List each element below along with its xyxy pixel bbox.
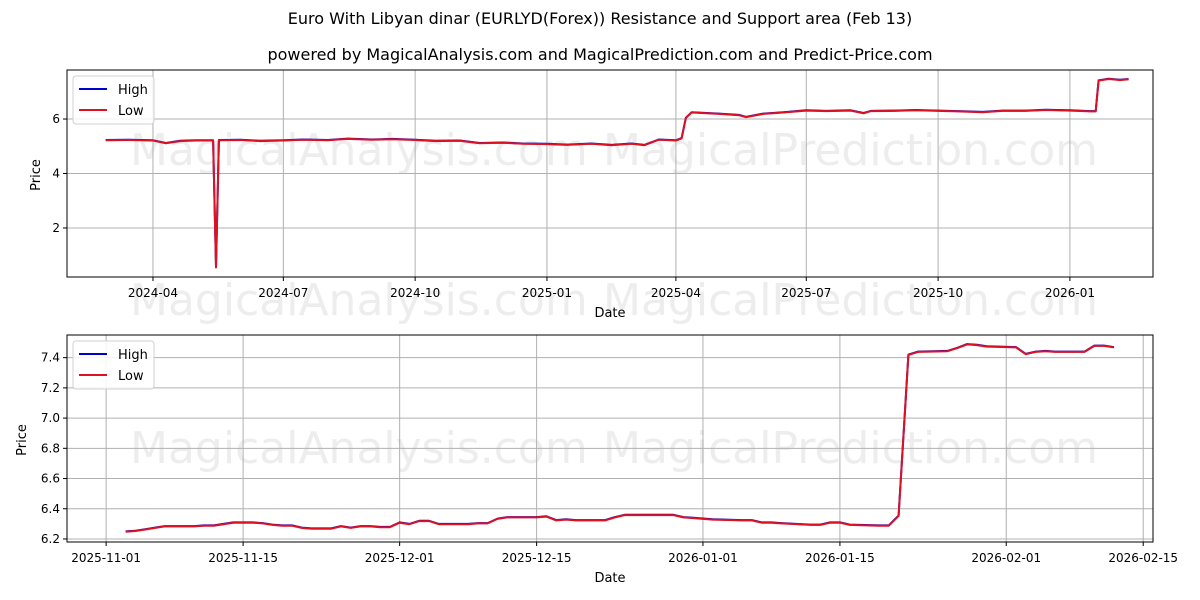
x-tick-label: 2026-02-01 [971,551,1041,565]
legend-low-label: Low [118,104,144,119]
bottom-y-axis-label: Price [15,424,30,456]
y-tick-label: 7.0 [41,411,60,425]
x-tick-label: 2025-07 [781,286,831,300]
x-tick-label: 2025-12-15 [502,551,572,565]
y-tick-label: 6.6 [41,472,60,486]
legend-high-label: High [118,83,148,98]
watermark-prediction: MagicalPrediction.com [603,125,1098,176]
top-x-axis-label: Date [594,306,625,321]
series-line-low [105,78,1129,269]
y-tick-label: 2 [52,221,60,235]
watermark-analysis: MagicalAnalysis.com [130,125,588,176]
x-tick-label: 2025-11-01 [71,551,141,565]
top-series-lines [105,77,1129,269]
x-tick-label: 2024-04 [128,286,178,300]
x-tick-label: 2026-01 [1045,286,1095,300]
x-tick-label: 2026-01-01 [668,551,738,565]
watermark-prediction-lower: MagicalPrediction.com [603,275,1098,326]
x-tick-label: 2025-04 [651,286,701,300]
top-y-axis-label: Price [29,159,44,191]
y-tick-label: 6.4 [41,502,60,516]
chart-title: Euro With Libyan dinar (EURLYD(Forex)) R… [287,9,913,28]
x-tick-label: 2026-02-15 [1108,551,1178,565]
bottom-x-axis-label: Date [594,571,625,586]
bottom-plot-frame [66,334,1154,543]
x-tick-label: 2024-10 [390,286,440,300]
x-tick-label: 2025-12-01 [365,551,435,565]
x-tick-label: 2025-01 [522,286,572,300]
x-tick-label: 2024-07 [258,286,308,300]
top-grid [67,70,1153,277]
x-tick-label: 2025-11-15 [208,551,278,565]
x-tick-label: 2025-10 [913,286,963,300]
x-tick-label: 2026-01-15 [805,551,875,565]
y-tick-label: 7.2 [41,381,60,395]
bottom-grid [67,335,1153,542]
y-tick-label: 7.4 [41,351,60,365]
watermark-layer: MagicalAnalysis.com MagicalPrediction.co… [130,125,1098,326]
legend-low-label: Low [118,369,144,384]
bottom-legend: High Low [72,340,155,390]
y-tick-label: 6.8 [41,441,60,455]
top-chart-panel: MagicalAnalysis.com MagicalPrediction.co… [29,69,1154,326]
chart-subtitle: powered by MagicalAnalysis.com and Magic… [267,45,933,64]
bottom-chart-panel: MagicalAnalysis.com MagicalPrediction.co… [15,334,1178,586]
top-legend: High Low [72,75,155,125]
y-tick-label: 6 [52,112,60,126]
y-tick-label: 6.2 [41,532,60,546]
y-tick-label: 4 [52,167,60,181]
series-line-low [125,343,1115,533]
top-axis-ticks: 2024-04 2024-07 2024-10 2025-01 2025-04 2025-… [52,112,1095,300]
bottom-series-lines [125,343,1115,533]
legend-high-label: High [118,348,148,363]
bottom-axis-ticks: 2025-11-01 2025-11-15 2025-12-01 2025-12-15… [41,351,1178,565]
watermark-analysis-lower: MagicalAnalysis.com [130,275,588,326]
